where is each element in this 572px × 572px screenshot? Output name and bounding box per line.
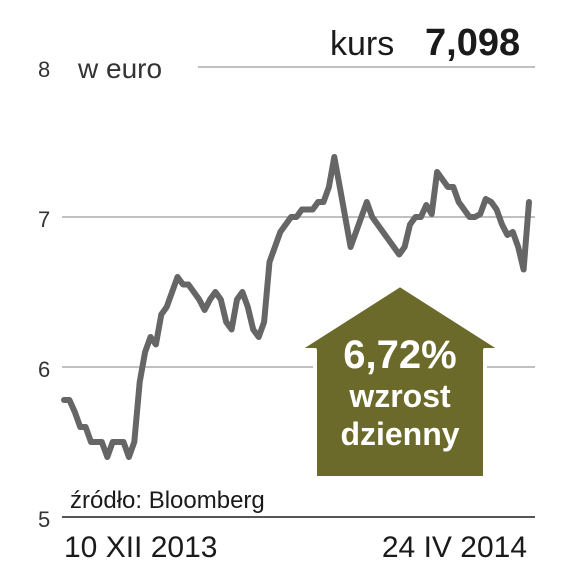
y-tick-6: 6	[38, 357, 50, 382]
x-end-label: 24 IV 2014	[382, 531, 527, 564]
y-tick-5: 5	[38, 507, 50, 532]
x-start-label: 10 XII 2013	[64, 531, 217, 564]
kurs-value: 7,098	[425, 22, 520, 64]
badge-arrow-shape	[296, 283, 504, 480]
y-axis-unit-label: w euro	[77, 53, 162, 84]
y-tick-8: 8	[38, 57, 50, 82]
source-label: źródło: Bloomberg	[70, 487, 265, 514]
kurs-label: kurs	[330, 25, 394, 63]
badge-percent: 6,72%	[343, 333, 456, 377]
daily-change-badge: 6,72% wzrost dzienny	[296, 283, 504, 480]
badge-line-1: wzrost	[348, 378, 451, 414]
y-tick-7: 7	[38, 207, 50, 232]
price-line	[61, 154, 532, 460]
badge-line-2: dzienny	[340, 416, 459, 452]
